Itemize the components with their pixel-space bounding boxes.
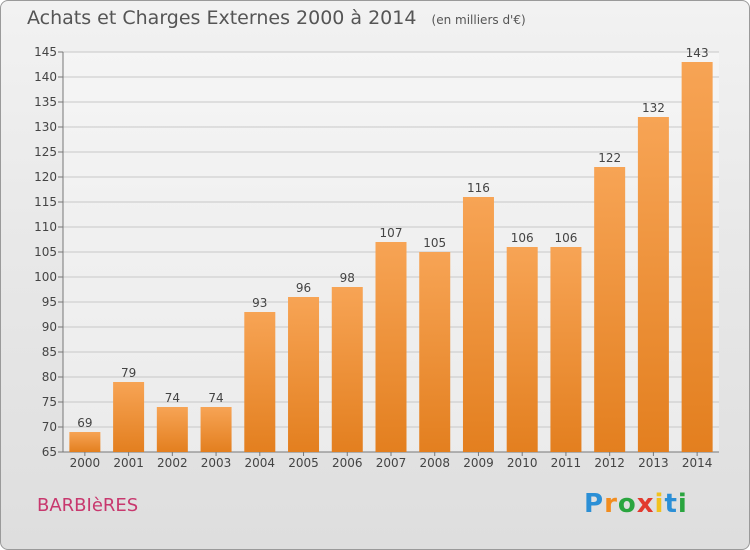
brand-letter: o [617, 489, 637, 519]
brand-logo: Proxiti [584, 489, 688, 519]
bar [375, 242, 407, 452]
x-tick-label: 2013 [638, 456, 669, 470]
bar [244, 312, 276, 452]
x-tick-label: 2007 [376, 456, 407, 470]
data-label: 132 [642, 101, 665, 115]
y-tick-label: 145 [34, 45, 57, 59]
place-name: BARBIèRES [37, 495, 139, 516]
brand-letter: t [664, 489, 678, 519]
x-tick-label: 2012 [594, 456, 625, 470]
data-label: 107 [380, 226, 403, 240]
bar [200, 407, 232, 452]
bar [462, 197, 494, 452]
y-tick-label: 110 [34, 220, 57, 234]
x-tick-label: 2011 [551, 456, 582, 470]
bar [506, 247, 538, 452]
y-tick-label: 90 [42, 320, 57, 334]
data-label: 106 [511, 231, 534, 245]
y-tick-label: 85 [42, 345, 57, 359]
bar [419, 252, 451, 452]
x-tick-label: 2008 [419, 456, 450, 470]
bar [550, 247, 582, 452]
chart-title-block: Achats et Charges Externes 2000 à 2014 (… [27, 7, 526, 29]
y-tick-label: 75 [42, 395, 57, 409]
y-tick-label: 100 [34, 270, 57, 284]
y-tick-label: 70 [42, 420, 57, 434]
bar [637, 117, 669, 452]
chart-title: Achats et Charges Externes 2000 à 2014 [27, 7, 417, 29]
data-label: 74 [165, 391, 180, 405]
bar [288, 297, 320, 452]
y-tick-label: 130 [34, 120, 57, 134]
bar [69, 432, 101, 452]
data-label: 122 [598, 151, 621, 165]
brand-letter: x [636, 489, 655, 519]
bar [156, 407, 188, 452]
x-tick-label: 2014 [682, 456, 713, 470]
brand-letter: i [677, 489, 688, 519]
x-tick-label: 2005 [288, 456, 319, 470]
y-tick-label: 135 [34, 95, 57, 109]
x-tick-label: 2006 [332, 456, 363, 470]
y-tick-label: 95 [42, 295, 57, 309]
data-label: 116 [467, 181, 490, 195]
x-tick-label: 2002 [157, 456, 188, 470]
bar [113, 382, 145, 452]
y-tick-label: 115 [34, 195, 57, 209]
bar [681, 62, 713, 452]
chart-subtitle: (en milliers d'€) [431, 13, 526, 27]
brand-letter: i [654, 489, 665, 519]
y-tick-label: 105 [34, 245, 57, 259]
bar [594, 167, 626, 452]
y-tick-label: 120 [34, 170, 57, 184]
brand-letter: P [584, 489, 605, 519]
x-tick-label: 2001 [113, 456, 144, 470]
x-tick-label: 2010 [507, 456, 538, 470]
data-label: 74 [208, 391, 223, 405]
data-label: 69 [77, 416, 92, 430]
data-label: 98 [340, 271, 355, 285]
data-label: 96 [296, 281, 311, 295]
x-tick-label: 2004 [245, 456, 276, 470]
y-tick-label: 65 [42, 445, 57, 459]
y-tick-label: 80 [42, 370, 57, 384]
brand-letter: r [604, 489, 618, 519]
y-tick-label: 125 [34, 145, 57, 159]
data-label: 93 [252, 296, 267, 310]
bar [331, 287, 363, 452]
data-label: 106 [554, 231, 577, 245]
y-tick-label: 140 [34, 70, 57, 84]
x-tick-label: 2003 [201, 456, 232, 470]
data-label: 79 [121, 366, 136, 380]
data-label: 143 [686, 46, 709, 60]
x-tick-label: 2000 [70, 456, 101, 470]
x-tick-label: 2009 [463, 456, 494, 470]
data-label: 105 [423, 236, 446, 250]
